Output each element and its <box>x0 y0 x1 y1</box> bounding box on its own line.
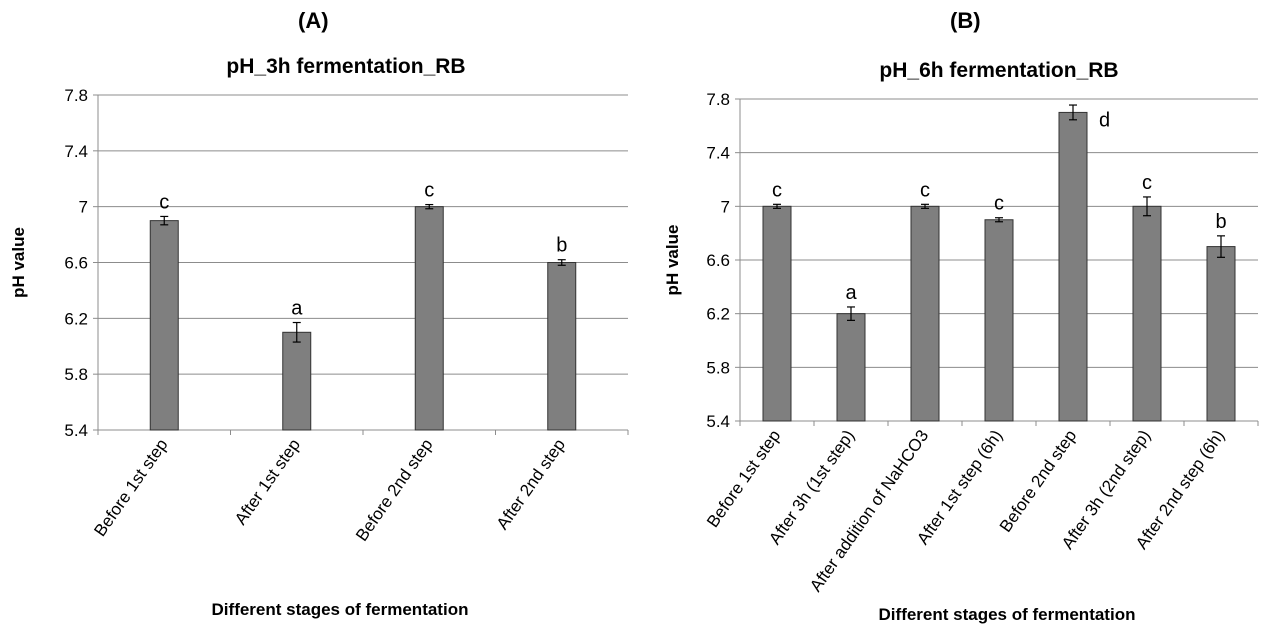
error-bar <box>1143 196 1151 217</box>
error-bar <box>921 203 929 209</box>
y-tick-label: 5.8 <box>64 365 88 384</box>
bar <box>1206 246 1236 422</box>
error-bar <box>557 259 566 266</box>
significance-label: c <box>1142 172 1152 194</box>
error-bar <box>292 321 301 343</box>
bar <box>547 262 577 431</box>
y-axis-label: pH value <box>9 227 28 298</box>
bar <box>910 205 940 422</box>
x-tick-label: Before 2nd step <box>996 426 1080 535</box>
chart-title: pH_3h fermentation_RB <box>226 55 465 78</box>
y-tick-label: 7.4 <box>64 142 88 161</box>
x-tick-label: After 2nd step <box>493 435 569 533</box>
x-tick-label: After 1st step <box>231 435 304 528</box>
bar <box>149 220 179 431</box>
panel-label-a: (A) <box>298 8 329 33</box>
error-bar <box>160 215 169 226</box>
significance-label: a <box>845 282 857 304</box>
y-axis-label: pH value <box>663 225 682 296</box>
significance-label: d <box>1099 109 1110 131</box>
significance-label: c <box>994 193 1004 215</box>
error-bar <box>1217 235 1225 258</box>
chart-b: pH_6h fermentation_RB 5.4 5.8 6.2 6.6 7 7.4 7.8… <box>663 59 1259 624</box>
x-axis-label: Different stages of fermentation <box>212 600 469 619</box>
y-tick-label: 7.8 <box>706 90 730 109</box>
significance-label: b <box>556 235 567 257</box>
y-tick-label: 7 <box>79 198 88 217</box>
bar <box>836 313 866 422</box>
y-tick-label: 6.6 <box>706 251 730 270</box>
bar <box>1132 205 1162 422</box>
significance-label: c <box>772 179 782 201</box>
significance-label: c <box>159 191 169 213</box>
error-bar <box>773 203 781 209</box>
error-bar <box>995 217 1003 223</box>
y-tick-label: 6.2 <box>706 305 730 324</box>
y-tick-label: 6.2 <box>64 309 88 328</box>
significance-label: c <box>920 179 930 201</box>
bar <box>762 205 792 422</box>
y-tick-label: 7.4 <box>706 144 730 163</box>
error-bar <box>425 203 434 210</box>
error-bar <box>847 306 855 321</box>
bar <box>282 331 312 431</box>
y-tick-label: 7.8 <box>64 86 88 105</box>
y-tick-label: 5.4 <box>706 412 730 431</box>
y-tick-label: 5.4 <box>64 421 88 440</box>
x-tick-label: After 1st step (6h) <box>913 426 1006 548</box>
bar <box>414 206 444 431</box>
x-tick-label: Before 1st step <box>90 435 171 540</box>
bar <box>1058 111 1088 422</box>
significance-label: b <box>1215 211 1226 233</box>
significance-label: c <box>424 180 434 202</box>
significance-label: a <box>291 298 303 320</box>
x-axis-label: Different stages of fermentation <box>879 605 1136 624</box>
x-tick-label: Before 2nd step <box>352 435 436 544</box>
y-tick-label: 5.8 <box>706 358 730 377</box>
y-tick-label: 6.6 <box>64 254 88 273</box>
y-tick-label: 7 <box>721 197 730 216</box>
panel-label-b: (B) <box>950 8 981 33</box>
chart-title: pH_6h fermentation_RB <box>879 59 1118 82</box>
chart-a: pH_3h fermentation_RB 5.4 5.8 6.2 6.6 7 7.4 7.8… <box>9 55 629 619</box>
bar <box>984 219 1014 422</box>
x-tick-label: Before 1st step <box>703 426 784 531</box>
error-bar <box>1069 104 1077 121</box>
